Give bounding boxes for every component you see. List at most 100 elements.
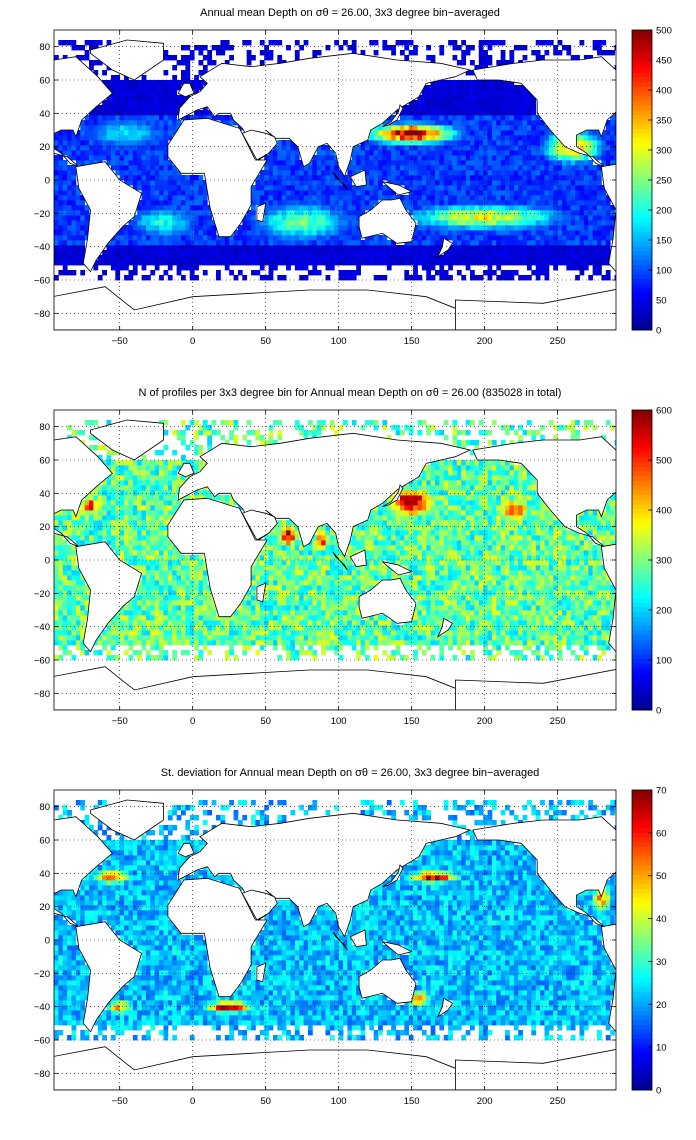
heatmap-cell: [181, 435, 186, 441]
heatmap-cell: [597, 175, 602, 181]
heatmap-cell: [268, 245, 274, 251]
heatmap-cell: [290, 220, 296, 226]
heatmap-cell: [80, 145, 86, 151]
heatmap-cell: [531, 145, 537, 151]
heatmap-cell: [242, 615, 248, 621]
heatmap-cell: [540, 130, 545, 136]
heatmap-cell: [167, 95, 173, 101]
heatmap-cell: [119, 610, 125, 616]
y-tick-label: −80: [34, 309, 50, 320]
heatmap-cell: [456, 220, 462, 226]
heatmap-cell: [159, 195, 164, 201]
heatmap-cell: [347, 175, 353, 181]
heatmap-cell: [513, 145, 519, 151]
heatmap-cell: [128, 480, 134, 486]
heatmap-cell: [141, 95, 147, 101]
heatmap-cell: [395, 150, 401, 156]
heatmap-cell: [181, 230, 186, 236]
heatmap-cell: [321, 160, 326, 166]
heatmap-cell: [145, 190, 151, 196]
heatmap-cell: [115, 525, 121, 531]
heatmap-cell: [443, 160, 449, 166]
heatmap-cell: [137, 210, 142, 216]
heatmap-cell: [496, 240, 502, 246]
heatmap-cell: [137, 590, 142, 596]
heatmap-cell: [137, 255, 142, 261]
heatmap-cell: [67, 180, 72, 186]
heatmap-cell: [483, 170, 488, 176]
heatmap-cell: [141, 460, 147, 466]
heatmap-cell: [229, 235, 234, 241]
heatmap-cell: [154, 215, 160, 221]
heatmap-cell: [124, 275, 129, 281]
heatmap-cell: [62, 605, 68, 611]
heatmap-cell: [505, 240, 510, 246]
heatmap-cell: [62, 170, 68, 176]
heatmap-cell: [386, 175, 392, 181]
heatmap-cell: [163, 545, 169, 551]
heatmap-cell: [496, 135, 502, 141]
heatmap-cell: [496, 230, 502, 236]
heatmap-cell: [325, 175, 331, 181]
colorbar-segment: [632, 67, 652, 73]
heatmap-cell: [496, 115, 502, 121]
heatmap-cell: [351, 185, 357, 191]
heatmap-cell: [312, 160, 318, 166]
heatmap-cell: [470, 170, 475, 176]
heatmap-cell: [413, 245, 418, 251]
heatmap-cell: [509, 165, 515, 171]
heatmap-cell: [509, 130, 515, 136]
heatmap-cell: [478, 220, 484, 226]
heatmap-cell: [154, 235, 160, 241]
heatmap-cell: [194, 435, 199, 441]
heatmap-cell: [80, 645, 86, 651]
heatmap-cell: [97, 530, 103, 536]
heatmap-cell: [58, 590, 64, 596]
heatmap-cell: [67, 570, 72, 576]
heatmap-cell: [561, 190, 567, 196]
heatmap-cell: [307, 160, 313, 166]
heatmap-cell: [220, 250, 226, 256]
heatmap-cell: [566, 205, 572, 211]
heatmap-cell: [561, 215, 567, 221]
heatmap-cell: [132, 510, 138, 516]
heatmap-cell: [347, 245, 353, 251]
heatmap-cell: [491, 80, 497, 86]
heatmap-cell: [62, 540, 68, 546]
heatmap-cell: [145, 195, 151, 201]
heatmap-cell: [167, 90, 173, 96]
heatmap-cell: [119, 640, 125, 646]
heatmap-cell: [54, 630, 59, 636]
heatmap-cell: [461, 140, 467, 146]
heatmap-cell: [421, 255, 427, 261]
heatmap-cell: [548, 190, 554, 196]
heatmap-cell: [110, 125, 116, 131]
heatmap-cell: [110, 165, 116, 171]
heatmap-cell: [185, 585, 191, 591]
heatmap-cell: [465, 140, 471, 146]
heatmap-cell: [185, 605, 191, 611]
heatmap-cell: [202, 635, 208, 641]
heatmap-cell: [132, 250, 138, 256]
heatmap-cell: [312, 155, 318, 161]
heatmap-cell: [181, 495, 186, 501]
heatmap-cell: [54, 610, 59, 616]
heatmap-cell: [84, 535, 90, 541]
heatmap-cell: [465, 125, 471, 131]
heatmap-cell: [71, 655, 77, 661]
heatmap-cell: [189, 215, 195, 221]
heatmap-cell: [67, 140, 72, 146]
heatmap-cell: [172, 475, 178, 481]
heatmap-cell: [132, 95, 138, 101]
heatmap-cell: [124, 85, 129, 91]
x-tick-label: 250: [550, 336, 566, 347]
heatmap-cell: [211, 625, 217, 631]
heatmap-cell: [124, 180, 129, 186]
heatmap-cell: [579, 190, 585, 196]
heatmap-cell: [373, 240, 379, 246]
heatmap-cell: [531, 140, 537, 146]
heatmap-cell: [172, 620, 178, 626]
heatmap-cell: [163, 205, 169, 211]
heatmap-cell: [58, 625, 64, 631]
heatmap-cell: [110, 500, 116, 506]
